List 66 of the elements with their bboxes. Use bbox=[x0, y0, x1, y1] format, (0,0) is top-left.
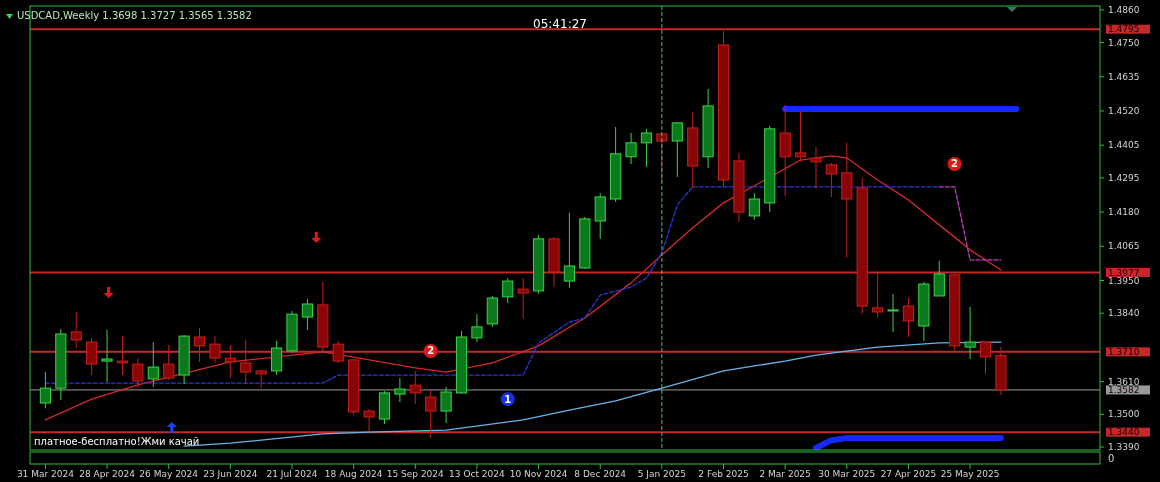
candlestick bbox=[748, 192, 760, 221]
y-tick-label: 1.3500 bbox=[1108, 409, 1140, 420]
x-tick-label: 5 Jan 2025 bbox=[637, 469, 686, 479]
candlestick bbox=[671, 121, 683, 178]
candlestick bbox=[255, 369, 267, 389]
y-tick-label: 1.4750 bbox=[1108, 37, 1140, 48]
y-tick-label: 1.4860 bbox=[1108, 5, 1140, 16]
annotation: 1 bbox=[504, 393, 512, 405]
candlestick bbox=[271, 340, 283, 376]
annotation: 05:41:27 bbox=[533, 17, 587, 31]
ref-line-label: 1.3440 bbox=[1108, 427, 1140, 438]
y-tick-label: 1.4180 bbox=[1108, 207, 1140, 218]
candlestick bbox=[964, 306, 976, 360]
y-tick-label: 1.3840 bbox=[1108, 308, 1140, 319]
candlestick bbox=[39, 371, 51, 409]
candlestick bbox=[440, 386, 452, 424]
annotation: 2 bbox=[951, 158, 958, 170]
ref-line-label: 1.3977 bbox=[1108, 267, 1140, 278]
candlestick bbox=[517, 277, 529, 320]
x-tick-label: 28 Apr 2024 bbox=[79, 469, 136, 479]
candlestick bbox=[394, 377, 406, 403]
x-tick-label: 31 Mar 2024 bbox=[16, 469, 75, 479]
candlestick bbox=[502, 277, 514, 304]
ref-line-label: 1.4795 bbox=[1108, 24, 1140, 35]
x-tick-label: 2 Feb 2025 bbox=[698, 469, 749, 479]
candlestick bbox=[887, 293, 899, 333]
x-tick-label: 10 Nov 2024 bbox=[509, 469, 568, 479]
x-tick-label: 2 Mar 2025 bbox=[759, 469, 811, 479]
x-tick-label: 18 Aug 2024 bbox=[324, 469, 383, 479]
y-tick-label: 1.3950 bbox=[1108, 275, 1140, 286]
candlestick bbox=[147, 341, 159, 388]
candlestick bbox=[409, 370, 421, 405]
text: 0 bbox=[1108, 453, 1115, 464]
candlestick bbox=[933, 260, 945, 297]
y-tick-label: 1.4295 bbox=[1108, 173, 1140, 184]
candlestick bbox=[70, 311, 82, 349]
candlestick bbox=[825, 162, 837, 198]
x-tick-label: 15 Sep 2024 bbox=[386, 469, 445, 479]
candlestick bbox=[471, 313, 483, 343]
x-tick-label: 23 Jun 2024 bbox=[203, 469, 258, 479]
candlestick bbox=[563, 212, 575, 289]
candlestick bbox=[101, 329, 113, 383]
ref-line-label: 1.3710 bbox=[1108, 347, 1140, 358]
x-tick-label: 21 Jul 2024 bbox=[266, 469, 318, 479]
chart-title: USDCAD,Weekly 1.3698 1.3727 1.3565 1.3582 bbox=[17, 10, 252, 21]
y-tick-label: 1.4405 bbox=[1108, 140, 1140, 151]
x-tick-label: 26 May 2024 bbox=[139, 469, 199, 479]
x-tick-label: 13 Oct 2024 bbox=[449, 469, 506, 479]
x-tick-label: 25 May 2025 bbox=[940, 469, 1000, 479]
y-tick-label: 1.4065 bbox=[1108, 241, 1140, 252]
x-tick-label: 30 Mar 2025 bbox=[818, 469, 876, 479]
y-tick-label: 1.4635 bbox=[1108, 71, 1140, 82]
ref-line-label: 1.3582 bbox=[1108, 385, 1140, 396]
y-tick-label: 1.4520 bbox=[1108, 106, 1140, 117]
annotation: платное-бесплатно!Жми качай bbox=[34, 436, 200, 447]
x-tick-label: 8 Dec 2024 bbox=[574, 469, 627, 479]
candlestick bbox=[132, 357, 144, 389]
candlestick bbox=[625, 132, 637, 165]
y-tick-label: 1.3390 bbox=[1108, 442, 1140, 453]
annotation: 2 bbox=[427, 345, 435, 357]
candlestick bbox=[301, 298, 313, 331]
candlestick bbox=[902, 297, 915, 338]
x-tick-label: 27 Apr 2025 bbox=[880, 469, 937, 479]
candlestick bbox=[640, 128, 653, 168]
line-series bbox=[44, 186, 940, 384]
y-tick-label: 1.3610 bbox=[1108, 376, 1140, 387]
